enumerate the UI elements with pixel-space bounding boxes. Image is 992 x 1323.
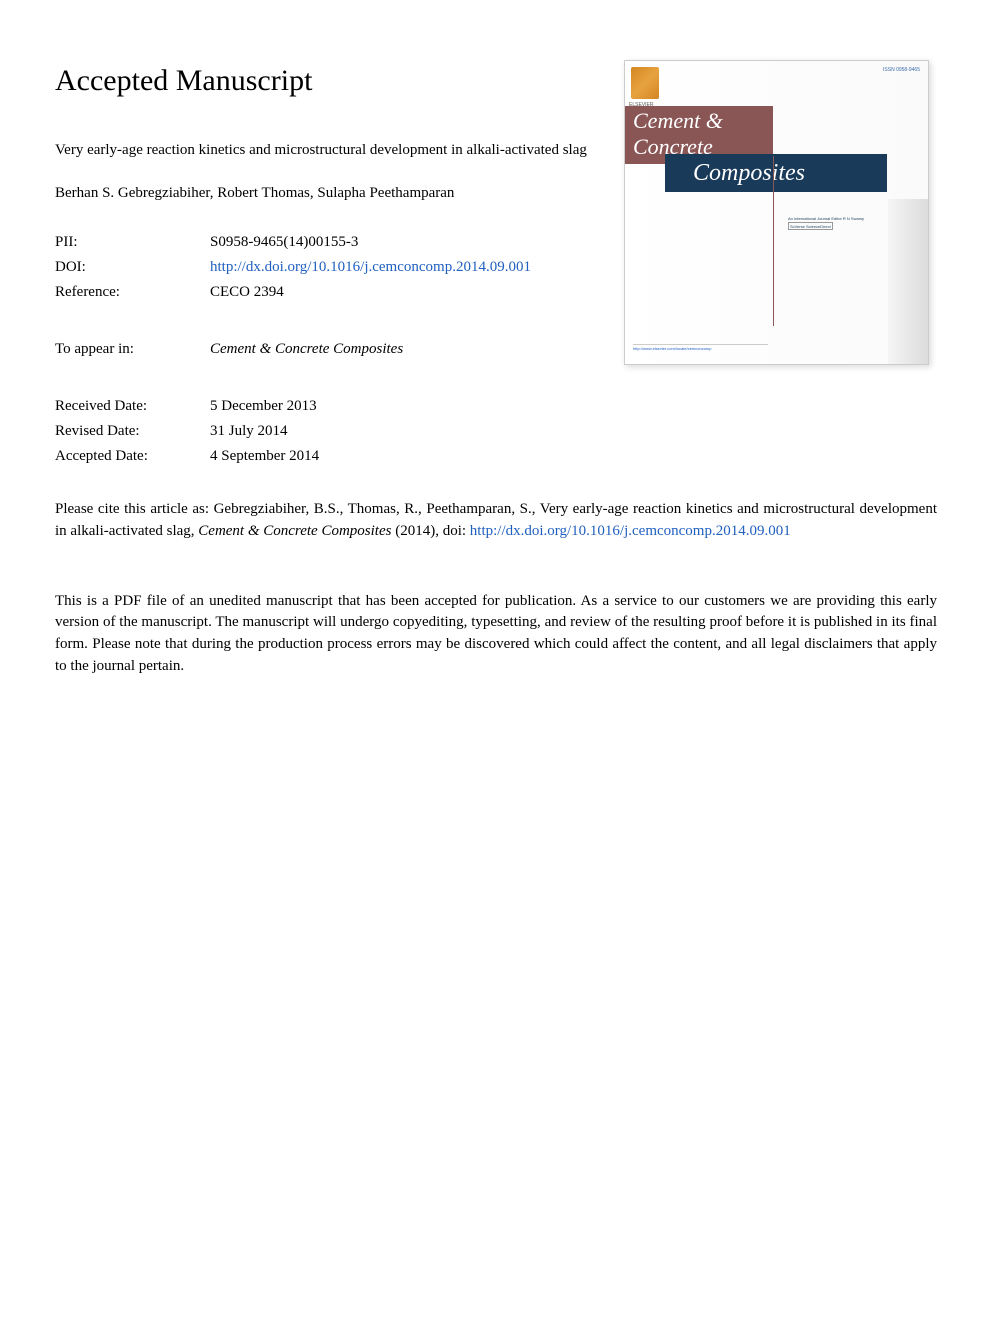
revised-value: 31 July 2014 bbox=[210, 419, 319, 444]
cover-title-composites: Composites bbox=[665, 154, 887, 192]
left-column: Very early-age reaction kinetics and mic… bbox=[55, 140, 615, 469]
table-row: Revised Date: 31 July 2014 bbox=[55, 419, 319, 444]
table-row: DOI: http://dx.doi.org/10.1016/j.cemconc… bbox=[55, 255, 531, 280]
table-row: Accepted Date: 4 September 2014 bbox=[55, 444, 319, 469]
citation-doi-link[interactable]: http://dx.doi.org/10.1016/j.cemconcomp.2… bbox=[470, 523, 791, 539]
disclaimer-text: This is a PDF file of an unedited manusc… bbox=[55, 591, 937, 678]
cover-header: ISSN 0958-9465 bbox=[625, 61, 928, 106]
cover-issn: ISSN 0958-9465 bbox=[883, 67, 920, 74]
cover-vertical-line bbox=[773, 156, 774, 326]
elsevier-logo-icon bbox=[631, 67, 659, 99]
page-content: Accepted Manuscript Very early-age react… bbox=[55, 60, 937, 678]
sciencedirect-badge: ScVerse ScienceDirect bbox=[788, 222, 833, 230]
two-column-layout: Very early-age reaction kinetics and mic… bbox=[55, 140, 937, 469]
cover-title-line1: Cement & bbox=[633, 108, 723, 133]
cover-editor-text: An International Journal Editor R N Swam… bbox=[788, 216, 918, 230]
appear-table: To appear in: Cement & Concrete Composit… bbox=[55, 337, 403, 362]
citation-journal: Cement & Concrete Composites bbox=[198, 523, 391, 539]
appear-label: To appear in: bbox=[55, 337, 210, 362]
table-row: Received Date: 5 December 2013 bbox=[55, 394, 319, 419]
table-row: Reference: CECO 2394 bbox=[55, 280, 531, 305]
metadata-table: PII: S0958-9465(14)00155-3 DOI: http://d… bbox=[55, 230, 531, 305]
cover-title-area: Cement & Concrete Composites bbox=[625, 106, 928, 201]
revised-label: Revised Date: bbox=[55, 419, 210, 444]
doi-link[interactable]: http://dx.doi.org/10.1016/j.cemconcomp.2… bbox=[210, 259, 531, 275]
citation-year: (2014), doi: bbox=[391, 523, 469, 539]
dates-table: Received Date: 5 December 2013 Revised D… bbox=[55, 394, 319, 469]
cover-editor-label: An International Journal Editor R N Swam… bbox=[788, 216, 864, 221]
pii-label: PII: bbox=[55, 230, 210, 255]
accepted-label: Accepted Date: bbox=[55, 444, 210, 469]
appear-journal: Cement & Concrete Composites bbox=[210, 341, 403, 357]
received-label: Received Date: bbox=[55, 394, 210, 419]
reference-value: CECO 2394 bbox=[210, 280, 531, 305]
accepted-value: 4 September 2014 bbox=[210, 444, 319, 469]
reference-label: Reference: bbox=[55, 280, 210, 305]
journal-cover-thumbnail: ISSN 0958-9465 Cement & Concrete Composi… bbox=[624, 60, 929, 365]
pii-value: S0958-9465(14)00155-3 bbox=[210, 230, 531, 255]
table-row: PII: S0958-9465(14)00155-3 bbox=[55, 230, 531, 255]
table-row: To appear in: Cement & Concrete Composit… bbox=[55, 337, 403, 362]
cover-url: http://www.elsevier.com/locate/cemconcom… bbox=[633, 344, 768, 352]
doi-label: DOI: bbox=[55, 255, 210, 280]
article-title: Very early-age reaction kinetics and mic… bbox=[55, 140, 615, 161]
article-authors: Berhan S. Gebregziabiher, Robert Thomas,… bbox=[55, 183, 615, 204]
citation-block: Please cite this article as: Gebregziabi… bbox=[55, 499, 937, 543]
received-value: 5 December 2013 bbox=[210, 394, 319, 419]
